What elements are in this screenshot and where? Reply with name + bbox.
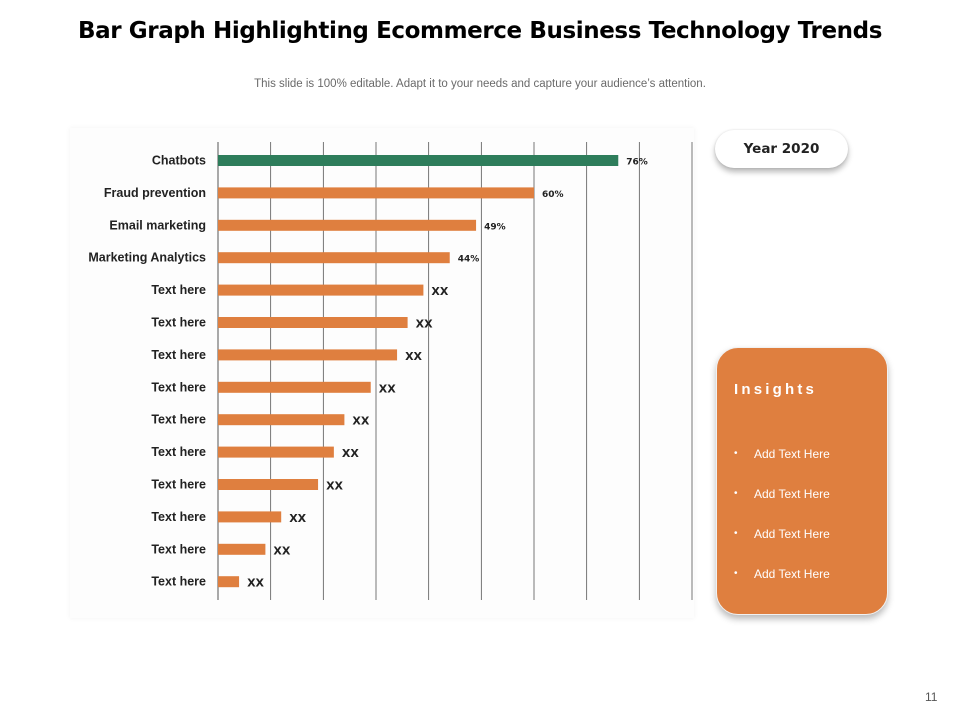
bullet-icon: • xyxy=(734,568,738,579)
year-badge: Year 2020 xyxy=(715,130,848,168)
insights-item-text: Add Text Here xyxy=(754,527,830,541)
bar xyxy=(218,576,240,588)
data-label: XX xyxy=(379,382,396,395)
insights-item-text: Add Text Here xyxy=(754,487,830,501)
insights-item-text: Add Text Here xyxy=(754,567,830,581)
data-label: XX xyxy=(247,577,264,590)
category-label: Text here xyxy=(151,575,206,589)
bar xyxy=(218,252,450,264)
bar xyxy=(218,349,398,361)
bullet-icon: • xyxy=(734,448,738,459)
bar xyxy=(218,317,408,328)
data-label: XX xyxy=(416,318,433,331)
bar xyxy=(218,284,424,296)
category-label: Chatbots xyxy=(152,154,206,168)
category-label: Text here xyxy=(151,413,206,427)
bar xyxy=(218,414,345,426)
category-label: Email marketing xyxy=(109,218,206,232)
slide-subtitle: This slide is 100% editable. Adapt it to… xyxy=(254,78,706,90)
category-label: Text here xyxy=(151,380,206,394)
bar-chart: Chatbots 76% Fraud prevention 60% Email mark… xyxy=(88,142,693,600)
data-label: XX xyxy=(431,285,448,298)
insights-item: • Add Text Here xyxy=(734,567,830,607)
data-label: 76% xyxy=(626,158,648,168)
insights-item: • Add Text Here xyxy=(734,487,830,527)
category-label: Text here xyxy=(151,348,206,362)
category-label: Text here xyxy=(151,542,206,556)
bullet-icon: • xyxy=(734,528,738,539)
category-label: Text here xyxy=(151,283,206,297)
bullet-icon: • xyxy=(734,488,738,499)
data-label: XX xyxy=(352,415,369,428)
data-label: 49% xyxy=(484,222,506,232)
category-label: Text here xyxy=(151,445,206,459)
slide-title: Bar Graph Highlighting Ecommerce Busines… xyxy=(78,18,882,44)
category-label: Text here xyxy=(151,478,206,492)
insights-item: • Add Text Here xyxy=(734,527,830,567)
bar xyxy=(218,381,371,393)
insights-item-text: Add Text Here xyxy=(754,447,830,461)
data-label: XX xyxy=(273,544,290,557)
category-label: Text here xyxy=(151,510,206,524)
data-label: 60% xyxy=(542,190,564,200)
bar xyxy=(218,219,477,231)
bar xyxy=(218,479,319,490)
data-label: XX xyxy=(326,480,343,493)
data-label: XX xyxy=(405,350,422,363)
chart-panel: Chatbots 76% Fraud prevention 60% Email mark… xyxy=(70,128,694,618)
insights-item: • Add Text Here xyxy=(734,447,830,487)
data-label: XX xyxy=(342,447,359,460)
category-label: Fraud prevention xyxy=(104,186,206,200)
bar xyxy=(218,543,266,555)
data-label: XX xyxy=(289,512,306,525)
bar xyxy=(218,511,282,523)
insights-list: • Add Text Here • Add Text Here • Add Text … xyxy=(734,447,830,607)
category-label: Text here xyxy=(151,316,206,330)
bar xyxy=(218,446,334,458)
insights-panel: Insights • Add Text Here • Add Text Here •… xyxy=(716,347,888,615)
insights-title: Insights xyxy=(734,381,818,398)
page-number: 11 xyxy=(925,690,938,704)
category-label: Marketing Analytics xyxy=(88,251,206,265)
bar xyxy=(218,155,619,166)
data-label: 44% xyxy=(458,255,480,265)
bar xyxy=(218,187,534,199)
